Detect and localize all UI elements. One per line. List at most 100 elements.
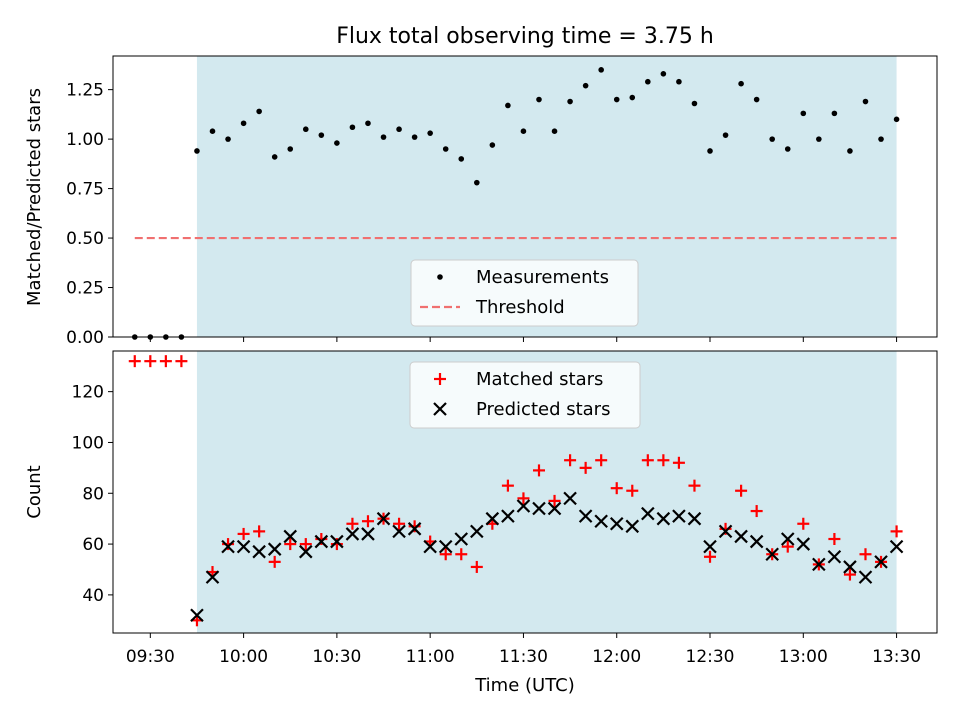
matched-star-point [393, 517, 406, 530]
measurement-point [707, 148, 713, 154]
matched-star-point [284, 538, 297, 551]
predicted-star-point [361, 527, 375, 541]
matched-star-point [253, 525, 266, 538]
x-axis-label: Time (UTC) [474, 675, 575, 696]
measurement-point [349, 124, 356, 131]
matched-star-point [128, 355, 141, 368]
predicted-star-point [438, 539, 453, 554]
measurement-point [691, 100, 698, 107]
measurement-point [225, 136, 231, 142]
measurement-point [489, 142, 496, 148]
measurement-point [458, 156, 465, 162]
measurement-point [629, 94, 636, 101]
measurement-point [520, 128, 527, 134]
matched-star-point [159, 355, 172, 368]
predicted-star-point [734, 529, 748, 544]
measurement-point [878, 136, 884, 142]
top-x-ticks [149, 337, 898, 342]
predicted-star-point [827, 550, 842, 564]
predicted-star-point [236, 539, 251, 554]
measurement-point [676, 78, 682, 85]
bottom-panel: 40 60 80 100 120 09:30 10:00 10:30 11:00 11:30 12… [24, 350, 938, 696]
predicted-star-point [765, 547, 779, 562]
predicted-star-point [578, 509, 593, 523]
measurement-point [893, 116, 900, 123]
bottom-y-tick-label: 100 [72, 433, 104, 453]
matched-star-point [268, 555, 281, 568]
measurement-point [598, 67, 604, 73]
measurement-point [427, 130, 433, 136]
predicted-star-markers [190, 491, 904, 622]
matched-star-point [237, 527, 250, 540]
predicted-star-point [609, 516, 624, 531]
top-y-tick-label: 1.00 [66, 130, 104, 150]
x-tick-label: 13:30 [872, 647, 921, 667]
matched-star-point [564, 454, 577, 467]
measurement-point [800, 110, 807, 117]
measurement-point [847, 148, 853, 154]
predicted-star-point [221, 539, 235, 554]
top-y-axis-label: Matched/Predicted stars [24, 88, 45, 306]
top-legend: Measurements Threshold [410, 259, 639, 327]
top-legend-box [410, 259, 639, 327]
legend-matched-marker [434, 373, 446, 385]
predicted-star-point [267, 542, 282, 556]
bottom-y-tick-label: 60 [82, 535, 104, 555]
measurement-point [613, 96, 620, 103]
predicted-star-point [470, 524, 484, 539]
measurement-point [240, 120, 247, 127]
legend-matched-label: Matched stars [476, 369, 603, 390]
x-tick-label: 12:00 [592, 647, 641, 667]
predicted-star-point [718, 524, 733, 539]
matched-star-point [890, 525, 903, 538]
legend-predicted-marker [433, 402, 447, 416]
matched-star-point [704, 550, 717, 563]
predicted-star-point [563, 491, 577, 506]
matched-star-point [517, 492, 530, 505]
predicted-star-point [687, 511, 702, 526]
measurement-point [209, 128, 216, 134]
bottom-y-ticks: 40 60 80 100 120 [72, 383, 113, 606]
predicted-star-point [252, 544, 266, 559]
measurement-point [474, 179, 480, 186]
top-y-tick-label: 0.75 [66, 180, 104, 200]
predicted-star-point [376, 511, 391, 526]
predicted-star-point [205, 570, 220, 584]
measurement-point [738, 80, 744, 87]
predicted-star-point [594, 514, 608, 528]
matched-star-point [641, 454, 654, 467]
predicted-star-point [330, 534, 344, 549]
measurement-point [411, 134, 418, 140]
bottom-y-tick-label: 80 [82, 484, 104, 504]
predicted-star-point [780, 532, 795, 546]
predicted-star-point [656, 511, 671, 526]
measurement-point [816, 136, 822, 142]
predicted-star-point [454, 532, 469, 546]
matched-star-point [455, 548, 468, 561]
matched-star-point [548, 494, 561, 507]
x-tick-label: 13:00 [779, 647, 828, 667]
matched-star-point [579, 461, 592, 474]
matched-star-point [175, 355, 188, 368]
x-tick-label: 12:30 [686, 647, 735, 667]
matched-star-point [610, 482, 623, 495]
measurement-point [380, 134, 387, 140]
matched-star-point [797, 517, 810, 530]
measurement-point [722, 132, 729, 138]
measurement-point [318, 132, 325, 138]
measurement-point [769, 136, 775, 142]
measurement-point [862, 98, 869, 105]
bottom-y-tick-label: 120 [72, 383, 104, 403]
matched-star-point [532, 464, 545, 477]
predicted-star-point [547, 501, 562, 516]
predicted-star-point [501, 509, 515, 523]
measurement-point [256, 108, 262, 115]
predicted-star-point [874, 555, 888, 569]
matched-star-point [501, 479, 514, 492]
matched-star-point [439, 548, 452, 561]
measurement-point [442, 146, 449, 152]
figure-title: Flux total observing time = 3.75 h [336, 24, 714, 49]
matched-star-point [361, 515, 374, 528]
measurement-point [536, 96, 542, 103]
x-tick-label: 10:30 [312, 647, 361, 667]
